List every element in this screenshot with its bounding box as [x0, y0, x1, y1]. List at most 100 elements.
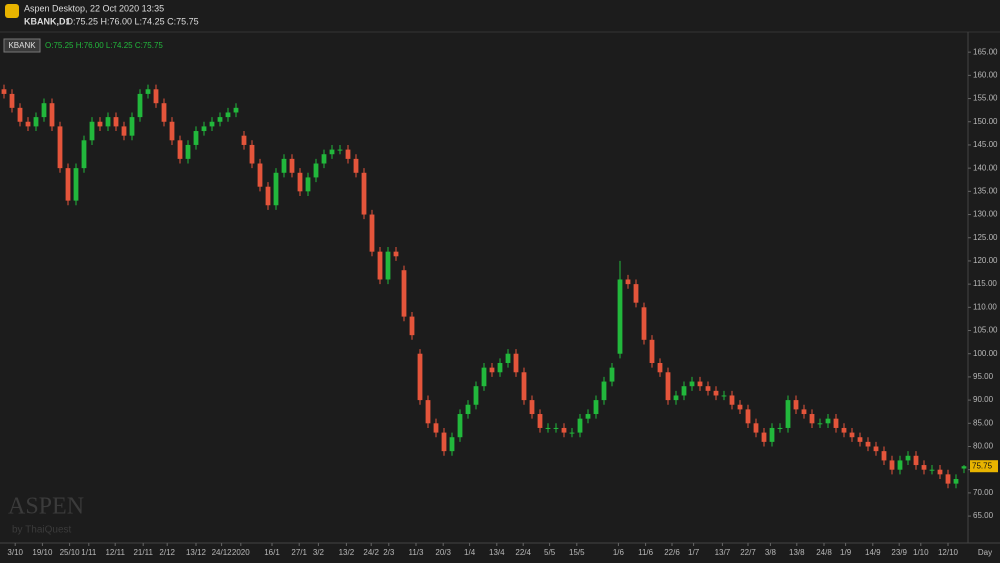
x-tick-label: 3/10 [7, 548, 23, 557]
x-tick-label: 13/8 [789, 548, 805, 557]
candle-body [753, 423, 759, 433]
candle-body [145, 89, 151, 94]
candle-body [113, 117, 119, 127]
candle-body [297, 172, 303, 192]
candle-body [161, 103, 167, 122]
candle-body [953, 478, 959, 484]
candle-body [681, 386, 687, 396]
candle-body [321, 154, 327, 164]
candle-body [465, 404, 471, 415]
candle-body [841, 427, 847, 433]
x-tick-label: 11/6 [638, 548, 654, 557]
candle-body [929, 469, 935, 471]
candle-body [825, 418, 831, 424]
candle-body [193, 131, 199, 145]
candle-body [905, 455, 911, 461]
x-tick-label: 24/8 [816, 548, 832, 557]
candle-body [105, 117, 111, 127]
candle-body [409, 316, 415, 336]
y-tick-label: 165.00 [973, 47, 998, 56]
candle-body [609, 367, 615, 382]
candle-body [865, 441, 871, 447]
x-tick-label: 1/4 [464, 548, 476, 557]
candle-body [873, 446, 879, 452]
x-tick-label: 2020 [232, 548, 250, 557]
candle-body [169, 121, 175, 141]
candle-body [73, 168, 79, 201]
x-tick-label: 24/12 [212, 548, 233, 557]
symbol-tag: KBANK [8, 41, 36, 50]
x-tick-label: 22/4 [515, 548, 531, 557]
last-price-box [970, 460, 998, 473]
candle-body [25, 121, 31, 127]
app-icon [5, 4, 19, 18]
y-tick-label: 100.00 [973, 349, 998, 358]
candle-body [449, 437, 455, 452]
candle-body [697, 381, 703, 387]
candle-body [369, 214, 375, 252]
x-tick-label: 3/2 [313, 548, 325, 557]
candle-body [153, 89, 159, 104]
candle-body [625, 279, 631, 285]
x-tick-label: 3/8 [765, 548, 777, 557]
x-tick-label: 15/5 [569, 548, 585, 557]
x-tick-label: 1/7 [688, 548, 700, 557]
x-tick-label: 1/10 [913, 548, 929, 557]
candle-body [97, 121, 103, 127]
x-tick-label: 16/1 [264, 548, 280, 557]
x-tick-label: 24/2 [363, 548, 379, 557]
candle-body [737, 404, 743, 410]
candle-body [745, 409, 751, 424]
x-tick-label: 1/11 [81, 548, 97, 557]
candle-body [537, 414, 543, 428]
window-title: Aspen Desktop, 22 Oct 2020 13:35 [24, 3, 164, 13]
y-tick-label: 150.00 [973, 117, 998, 126]
candle-body [257, 163, 263, 187]
candle-body [41, 103, 47, 118]
candle-body [889, 460, 895, 470]
candle-body [217, 117, 223, 122]
candle-body [945, 474, 951, 484]
y-tick-label: 80.00 [973, 442, 994, 451]
candle-body [561, 427, 567, 433]
candle-body [241, 135, 247, 145]
candle-body [233, 107, 239, 113]
candle-body [529, 400, 535, 415]
candle-body [129, 117, 135, 136]
x-tick-label: 19/10 [32, 548, 53, 557]
candle-body [401, 270, 407, 317]
y-tick-label: 160.00 [973, 70, 998, 79]
candle-body [857, 437, 863, 442]
candle-body [289, 158, 295, 173]
candle-body [665, 372, 671, 401]
watermark-by: by ThaiQuest [12, 525, 72, 536]
y-tick-label: 140.00 [973, 163, 998, 172]
candle-body [473, 386, 479, 405]
candle-body [353, 158, 359, 173]
y-tick-label: 70.00 [973, 488, 994, 497]
candle-body [505, 353, 511, 363]
symbol-line: KBANK,D1 [24, 16, 71, 26]
candle-body [65, 168, 71, 201]
symbol-tag-box [3, 38, 41, 53]
candle-body [137, 93, 143, 118]
candle-body [497, 362, 503, 373]
candle-body [937, 469, 943, 475]
candle-body [441, 432, 447, 452]
candle-body [777, 427, 783, 429]
x-tick-label: 12/11 [105, 548, 125, 557]
candle-body [305, 177, 311, 192]
candle-body [961, 466, 967, 469]
candle-body [121, 126, 127, 136]
y-tick-label: 135.00 [973, 186, 998, 195]
candle-body [721, 395, 727, 397]
candle-body [633, 284, 639, 303]
candle-body [897, 460, 903, 470]
tag-ohlc: O:75.25 H:76.00 L:74.25 C:75.75 [45, 41, 163, 50]
x-tick-label: 21/11 [133, 548, 153, 557]
candle-body [849, 432, 855, 438]
candle-body [793, 400, 799, 410]
candle-body [481, 367, 487, 387]
candle-body [209, 121, 215, 127]
